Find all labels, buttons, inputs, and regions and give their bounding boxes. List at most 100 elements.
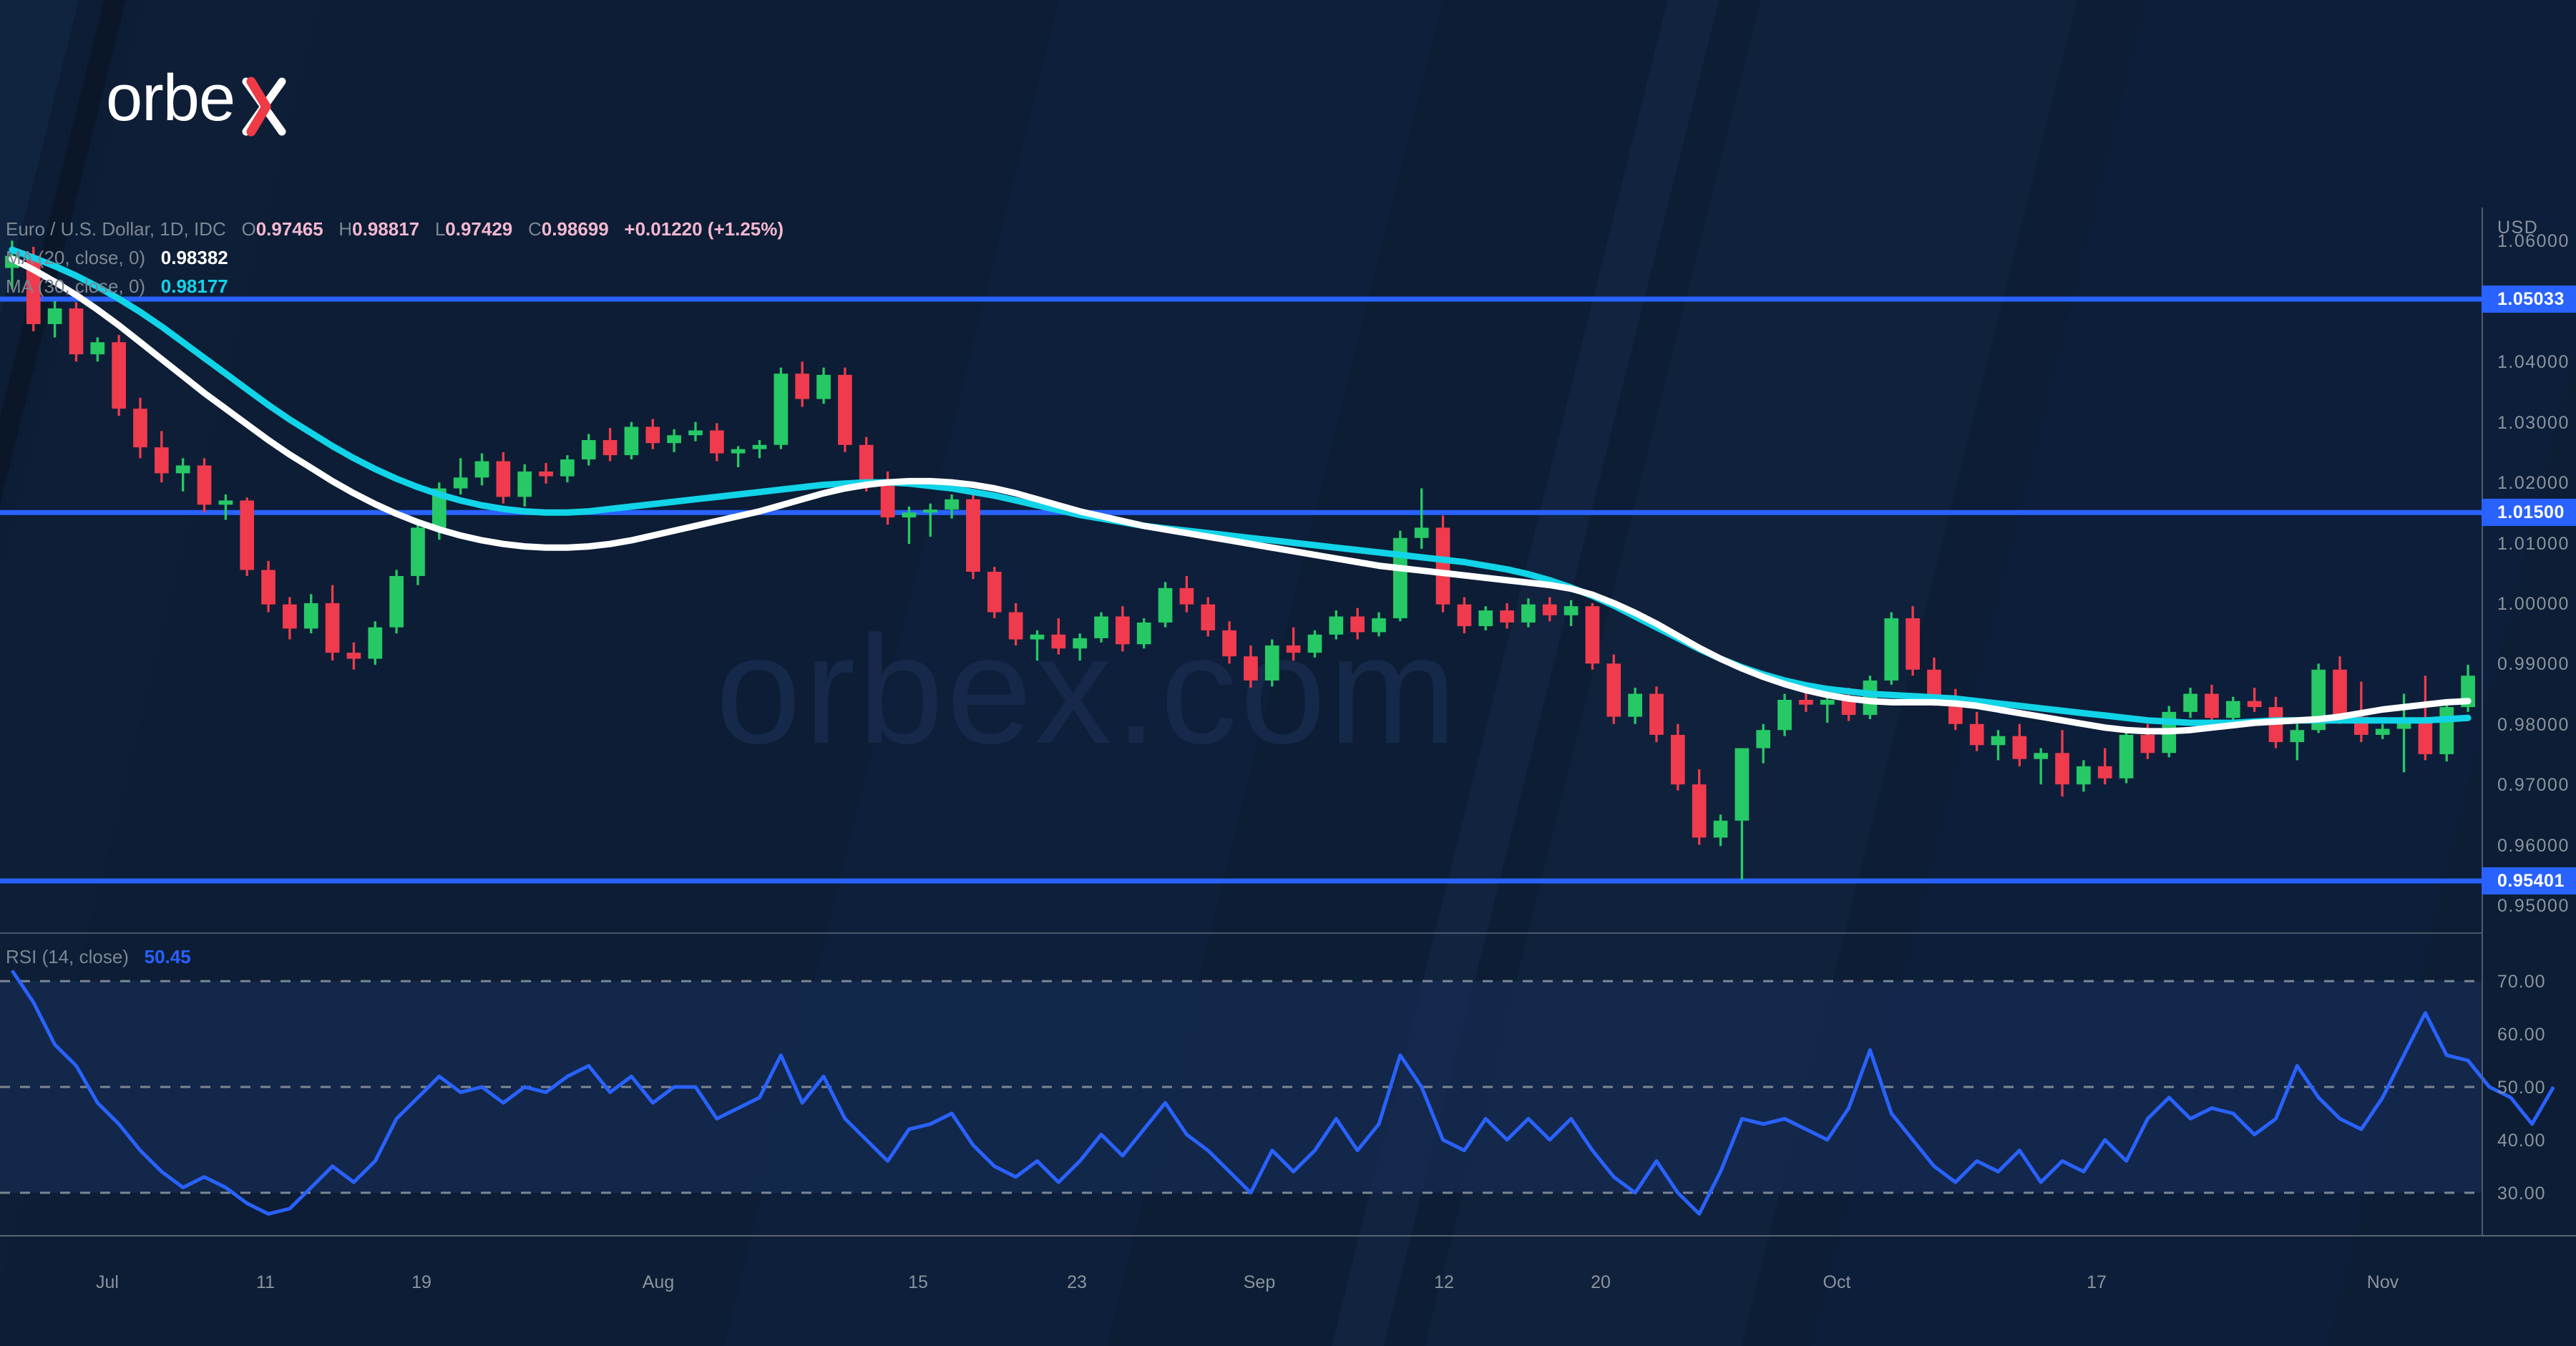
candle-body xyxy=(945,499,959,510)
candle-body xyxy=(859,444,874,484)
legend-ma20-label: MA (20, close, 0) xyxy=(6,247,146,268)
candle-body xyxy=(1008,612,1023,640)
candle-body xyxy=(923,509,938,513)
candle-body xyxy=(303,603,318,629)
candle-body xyxy=(2439,707,2454,754)
candle-body xyxy=(774,374,789,445)
candle-body xyxy=(2290,730,2305,743)
candle-body xyxy=(1670,734,1685,785)
rsi-pane xyxy=(0,939,2555,1235)
level-price-badge[interactable]: 0.95401 xyxy=(2482,867,2576,895)
candle-body xyxy=(1628,693,1642,717)
candle-body xyxy=(1969,723,1984,746)
legend-ma30-label: MA (30, close, 0) xyxy=(6,275,146,297)
candle-body xyxy=(1692,784,1707,838)
candle-body xyxy=(1244,656,1258,681)
price-tick-label: 1.02000 xyxy=(2497,473,2570,494)
legend-ohlc-row: Euro / U.S. Dollar, 1D, IDC O0.97465 H0.… xyxy=(6,215,1151,243)
candle-body xyxy=(1414,527,1429,538)
price-tick-label: 0.98000 xyxy=(2497,714,2570,735)
candle-body xyxy=(795,374,810,399)
candle-body xyxy=(1585,606,1600,664)
candle-body xyxy=(624,426,639,456)
candle-body xyxy=(581,440,596,460)
time-axis-separator xyxy=(0,1235,2576,1237)
candle-body xyxy=(411,527,425,576)
price-tick-label: 1.06000 xyxy=(2497,231,2570,252)
candle-body xyxy=(539,471,553,477)
time-tick-label: Sep xyxy=(1243,1272,1276,1292)
level-price-badge[interactable]: 1.05033 xyxy=(2482,286,2576,313)
candle-body xyxy=(2140,734,2155,754)
candle-body xyxy=(688,430,703,436)
candle-body xyxy=(1478,610,1493,627)
candle-body xyxy=(1350,616,1365,633)
time-axis[interactable]: Jul 11 19 Aug 15 23 Sep 12 20 Oct 17 Nov xyxy=(0,1235,2576,1346)
chart-legend: Euro / U.S. Dollar, 1D, IDC O0.97465 H0.… xyxy=(6,215,1151,301)
candle-body xyxy=(2247,701,2262,708)
price-tick-label: 1.03000 xyxy=(2497,412,2570,433)
legend-ma30-row[interactable]: MA (30, close, 0) 0.98177 xyxy=(6,272,1151,301)
candle-body xyxy=(645,426,660,444)
candle-body xyxy=(1457,604,1472,627)
candle-body xyxy=(197,465,212,505)
candle-body xyxy=(1116,616,1130,645)
candle-body xyxy=(1094,616,1108,638)
rsi-legend-value: 50.45 xyxy=(144,946,191,967)
candle-body xyxy=(47,308,62,324)
price-chart-pane xyxy=(0,208,2482,932)
candle-body xyxy=(2375,728,2390,735)
candle-body xyxy=(2055,753,2069,785)
level-price-badge[interactable]: 1.01500 xyxy=(2482,499,2576,527)
rsi-tick-label: 40.00 xyxy=(2497,1130,2546,1151)
legend-ma30-value: 0.98177 xyxy=(160,275,228,297)
orbex-logo: orbe xyxy=(106,62,342,138)
rsi-tick-label: 50.00 xyxy=(2497,1078,2546,1098)
time-tick-label: Jul xyxy=(96,1272,119,1292)
candle-body xyxy=(1756,730,1771,748)
legend-open: O0.97465 xyxy=(241,218,323,240)
candle-body xyxy=(1799,699,1813,705)
candle-body xyxy=(2034,753,2049,759)
price-tick-label: 0.95000 xyxy=(2497,896,2570,916)
candle-body xyxy=(2097,766,2112,779)
candle-body xyxy=(1777,699,1792,731)
rsi-line xyxy=(10,970,2555,1216)
time-tick-label: Oct xyxy=(1823,1272,1851,1292)
candle-body xyxy=(1051,634,1066,649)
axis-unit-label: USD xyxy=(2497,218,2539,238)
candle-body xyxy=(1927,669,1941,699)
candle-body xyxy=(2225,701,2240,718)
candle-body xyxy=(496,461,511,497)
candle-body xyxy=(218,500,233,505)
candle-body xyxy=(1841,699,1856,716)
candle-body xyxy=(325,603,340,653)
rsi-legend-label: RSI (14, close) xyxy=(6,946,129,967)
candle-body xyxy=(2311,669,2326,731)
candle-body xyxy=(667,435,681,444)
rsi-legend[interactable]: RSI (14, close) 50.45 xyxy=(6,946,191,968)
legend-close: C0.98699 xyxy=(527,218,609,240)
candle-body xyxy=(838,374,852,445)
price-axis[interactable]: USD 1.06000 1.04000 1.03000 1.02000 1.01000 1… xyxy=(2482,208,2576,1235)
candle-body xyxy=(1030,634,1045,640)
candle-body xyxy=(880,483,895,518)
time-tick-label: 11 xyxy=(256,1272,275,1292)
ma20-line xyxy=(9,255,2472,735)
candle-body xyxy=(1713,820,1728,838)
pane-separator xyxy=(0,932,2482,934)
candle-body xyxy=(1372,618,1386,633)
price-tick-label: 1.00000 xyxy=(2497,593,2570,614)
legend-low: L0.97429 xyxy=(434,218,513,240)
candle-body xyxy=(2119,734,2134,779)
legend-symbol[interactable]: Euro / U.S. Dollar, 1D, IDC xyxy=(6,218,226,240)
candle-body xyxy=(112,342,126,409)
candle-body xyxy=(1991,736,2006,746)
time-tick-label: 15 xyxy=(908,1272,928,1292)
candle-body xyxy=(1606,663,1621,717)
legend-ma20-value: 0.98382 xyxy=(160,247,228,268)
candle-body xyxy=(2183,693,2197,712)
legend-ma20-row[interactable]: MA (20, close, 0) 0.98382 xyxy=(6,243,1151,272)
candle-body xyxy=(368,627,383,659)
candle-body xyxy=(1884,618,1899,681)
